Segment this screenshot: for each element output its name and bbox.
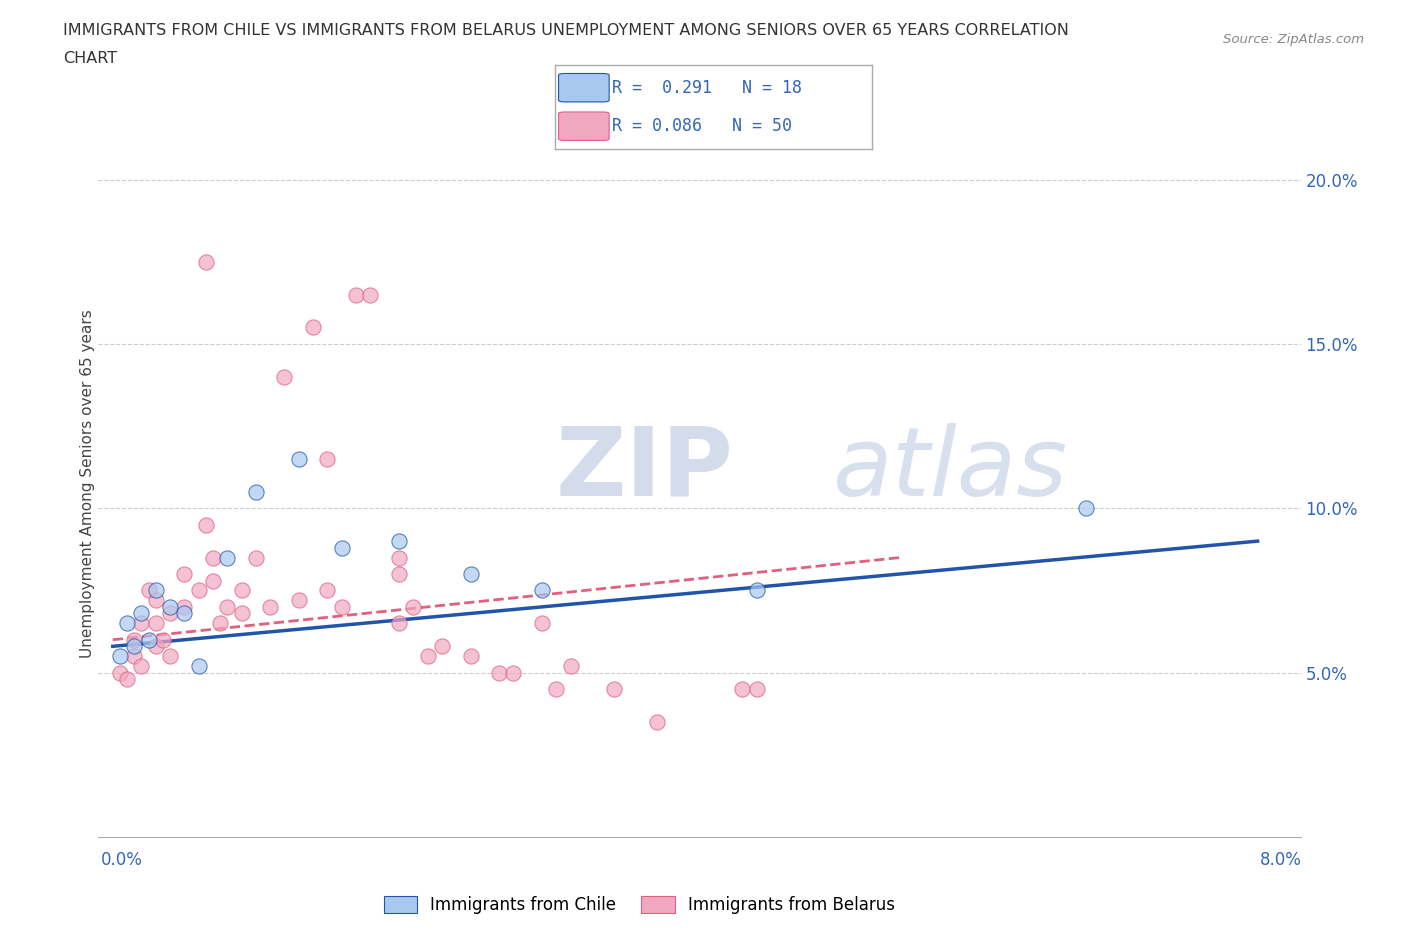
Point [108, 665, 131, 680]
Point [531, 616, 554, 631]
Point [488, 665, 510, 680]
Point [560, 658, 582, 673]
Text: IMMIGRANTS FROM CHILE VS IMMIGRANTS FROM BELARUS UNEMPLOYMENT AMONG SENIORS OVER: IMMIGRANTS FROM CHILE VS IMMIGRANTS FROM… [63, 23, 1069, 38]
Point [430, 639, 453, 654]
Text: R = 0.086   N = 50: R = 0.086 N = 50 [613, 117, 793, 135]
Point [388, 551, 411, 565]
Point [131, 658, 153, 673]
Point [122, 639, 145, 654]
FancyBboxPatch shape [558, 73, 609, 102]
Point [245, 551, 267, 565]
Point [231, 583, 253, 598]
Point [173, 566, 195, 581]
Point [316, 583, 339, 598]
Text: 8.0%: 8.0% [1260, 851, 1302, 870]
Point [402, 600, 425, 615]
Point [287, 451, 309, 466]
Point [731, 682, 754, 697]
Text: atlas: atlas [832, 423, 1067, 516]
Point [145, 583, 167, 598]
Point [388, 616, 411, 631]
Point [602, 682, 624, 697]
Point [209, 616, 232, 631]
Point [231, 606, 253, 621]
Point [201, 551, 224, 565]
Y-axis label: Unemployment Among Seniors over 65 years: Unemployment Among Seniors over 65 years [80, 309, 94, 658]
Point [131, 606, 153, 621]
Point [245, 485, 267, 499]
Point [388, 534, 411, 549]
Point [546, 682, 568, 697]
Point [122, 632, 145, 647]
Text: Source: ZipAtlas.com: Source: ZipAtlas.com [1223, 33, 1364, 46]
Point [287, 592, 309, 607]
Point [460, 566, 482, 581]
Point [159, 600, 181, 615]
Point [1074, 501, 1097, 516]
FancyBboxPatch shape [558, 112, 609, 140]
Point [460, 649, 482, 664]
Point [131, 616, 153, 631]
Point [531, 583, 554, 598]
Point [316, 451, 339, 466]
Text: CHART: CHART [63, 51, 117, 66]
Point [217, 551, 239, 565]
Point [645, 714, 668, 729]
Point [273, 369, 295, 384]
Point [330, 600, 353, 615]
Point [138, 583, 160, 598]
Point [145, 616, 167, 631]
Point [416, 649, 439, 664]
Point [152, 632, 174, 647]
Point [108, 649, 131, 664]
Text: ZIP: ZIP [555, 423, 733, 516]
Point [359, 287, 381, 302]
Point [201, 573, 224, 588]
Point [115, 616, 138, 631]
Point [217, 600, 239, 615]
Point [159, 606, 181, 621]
Point [502, 665, 524, 680]
Point [159, 649, 181, 664]
Point [259, 600, 281, 615]
Point [115, 671, 138, 686]
Point [302, 320, 325, 335]
Text: R =  0.291   N = 18: R = 0.291 N = 18 [613, 79, 803, 97]
Point [194, 254, 217, 269]
Point [330, 540, 353, 555]
Point [187, 583, 209, 598]
Point [745, 682, 768, 697]
Point [344, 287, 367, 302]
Point [122, 649, 145, 664]
Point [145, 639, 167, 654]
Point [138, 632, 160, 647]
Legend: Immigrants from Chile, Immigrants from Belarus: Immigrants from Chile, Immigrants from B… [377, 889, 901, 921]
Point [145, 592, 167, 607]
Point [187, 658, 209, 673]
Point [745, 583, 768, 598]
Point [388, 566, 411, 581]
Point [173, 606, 195, 621]
Point [173, 600, 195, 615]
Point [194, 517, 217, 532]
Text: 0.0%: 0.0% [101, 851, 143, 870]
